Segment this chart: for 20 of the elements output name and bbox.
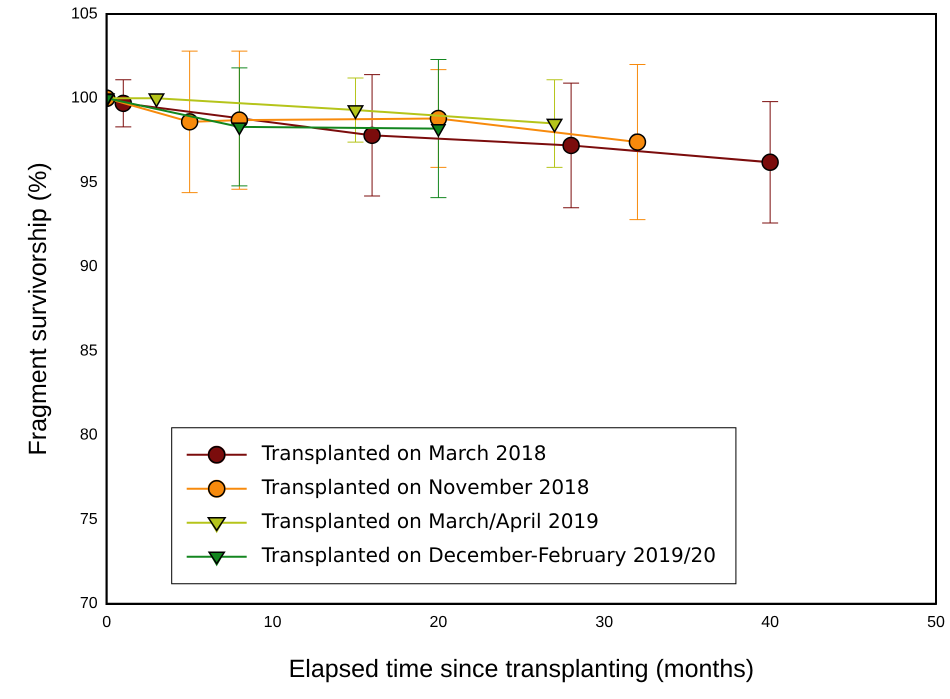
y-tick-label: 90	[80, 258, 98, 276]
legend-label: Transplanted on December-February 2019/20	[260, 543, 716, 568]
y-tick-label: 75	[80, 510, 98, 528]
legend-label: Transplanted on November 2018	[260, 475, 590, 500]
y-tick-label: 70	[80, 595, 98, 612]
y-tick-label: 95	[80, 174, 98, 191]
y-tick-label: 105	[70, 5, 98, 22]
y-axis-title: Fragment survivorship (%)	[24, 162, 52, 456]
y-tick-label: 85	[80, 342, 98, 360]
legend-label: Transplanted on March 2018	[260, 441, 546, 466]
x-tick-label: 0	[102, 614, 112, 631]
y-tick-label: 100	[70, 90, 98, 107]
x-tick-label: 30	[595, 614, 614, 631]
x-tick-label: 50	[927, 614, 945, 631]
y-tick-label: 80	[80, 426, 98, 444]
legend-label: Transplanted on March/April 2019	[260, 509, 599, 534]
x-tick-label: 20	[430, 614, 448, 631]
x-tick-label: 10	[264, 614, 282, 631]
x-tick-label: 40	[761, 614, 780, 631]
x-axis-title: Elapsed time since transplanting (months)	[288, 654, 754, 683]
